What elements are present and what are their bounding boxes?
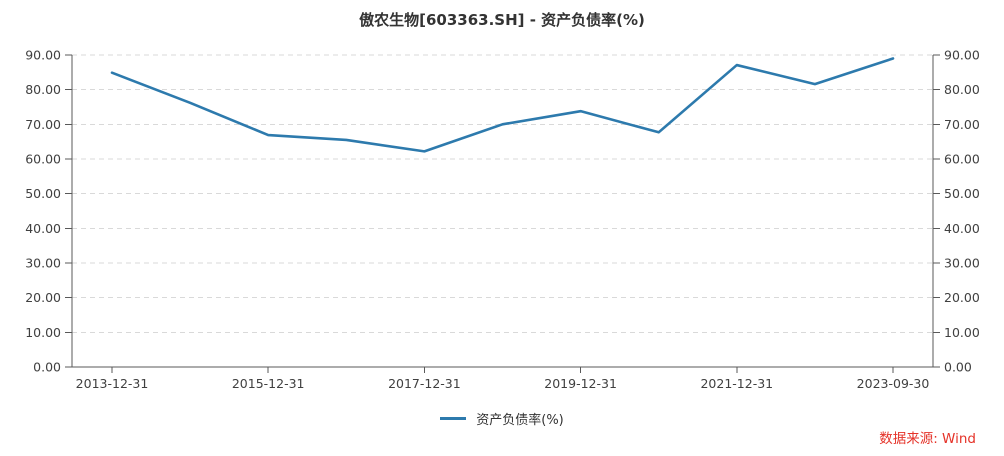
y-axis-label-left: 50.00 (25, 186, 61, 201)
y-axis-label-right: 40.00 (944, 221, 980, 236)
y-axis-label-left: 10.00 (25, 325, 61, 340)
y-axis-label-right: 70.00 (944, 117, 980, 132)
x-axis-label: 2015-12-31 (232, 376, 305, 391)
y-axis-label-right: 60.00 (944, 152, 980, 167)
y-axis-label-left: 20.00 (25, 290, 61, 305)
y-axis-label-left: 30.00 (25, 256, 61, 271)
y-axis-label-right: 20.00 (944, 290, 980, 305)
legend: 资产负债率(%) (0, 409, 1004, 428)
y-axis-label-left: 60.00 (25, 152, 61, 167)
y-axis-label-left: 0.00 (33, 360, 61, 375)
y-axis-label-right: 10.00 (944, 325, 980, 340)
y-axis-label-right: 90.00 (944, 48, 980, 63)
chart-title: 傲农生物[603363.SH] - 资产负债率(%) (359, 11, 645, 29)
x-axis-label: 2013-12-31 (76, 376, 149, 391)
y-axis-label-left: 40.00 (25, 221, 61, 236)
x-axis-label: 2023-09-30 (857, 376, 930, 391)
series-line (110, 57, 895, 153)
y-axis-label-left: 80.00 (25, 82, 61, 97)
x-axis-label: 2017-12-31 (388, 376, 461, 391)
legend-line-swatch (440, 417, 467, 420)
y-axis-label-right: 0.00 (944, 360, 972, 375)
x-axis-label: 2021-12-31 (700, 376, 773, 391)
legend-label: 资产负债率(%) (476, 413, 564, 428)
y-axis-label-right: 50.00 (944, 186, 980, 201)
y-axis-label-left: 70.00 (25, 117, 61, 132)
x-axis-label: 2019-12-31 (544, 376, 617, 391)
y-axis-label-right: 80.00 (944, 82, 980, 97)
data-source-note: 数据来源: Wind (879, 431, 976, 447)
y-axis-label-right: 30.00 (944, 256, 980, 271)
y-axis-label-left: 90.00 (25, 48, 61, 63)
